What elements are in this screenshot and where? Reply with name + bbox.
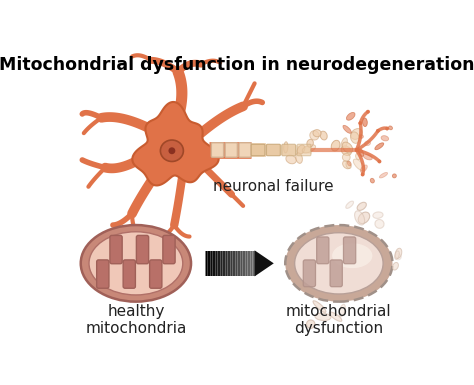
Ellipse shape bbox=[320, 131, 327, 140]
Ellipse shape bbox=[329, 312, 342, 321]
Ellipse shape bbox=[295, 233, 383, 294]
Ellipse shape bbox=[297, 145, 305, 154]
Ellipse shape bbox=[381, 136, 389, 141]
Text: Mitochondrial dysfunction in neurodegeneration: Mitochondrial dysfunction in neurodegene… bbox=[0, 56, 474, 74]
Ellipse shape bbox=[339, 304, 346, 317]
Ellipse shape bbox=[341, 138, 347, 150]
Ellipse shape bbox=[395, 254, 401, 260]
Ellipse shape bbox=[302, 145, 316, 153]
Ellipse shape bbox=[307, 139, 313, 147]
Ellipse shape bbox=[331, 140, 340, 151]
Text: mitochondrial
dysfunction: mitochondrial dysfunction bbox=[286, 304, 392, 336]
Ellipse shape bbox=[342, 153, 350, 161]
Text: neuronal failure: neuronal failure bbox=[213, 179, 334, 194]
FancyBboxPatch shape bbox=[344, 237, 356, 264]
Ellipse shape bbox=[358, 149, 364, 156]
Text: healthy
mitochondria: healthy mitochondria bbox=[85, 304, 187, 336]
Ellipse shape bbox=[315, 313, 331, 321]
Ellipse shape bbox=[351, 129, 363, 139]
Ellipse shape bbox=[346, 161, 351, 169]
Ellipse shape bbox=[375, 219, 384, 228]
Ellipse shape bbox=[363, 118, 367, 127]
FancyBboxPatch shape bbox=[137, 235, 149, 264]
Ellipse shape bbox=[360, 165, 367, 172]
Ellipse shape bbox=[379, 172, 388, 178]
FancyBboxPatch shape bbox=[330, 260, 342, 287]
Ellipse shape bbox=[370, 178, 374, 183]
Ellipse shape bbox=[376, 129, 380, 133]
Ellipse shape bbox=[332, 243, 373, 268]
Ellipse shape bbox=[285, 225, 392, 302]
Ellipse shape bbox=[364, 154, 372, 160]
Ellipse shape bbox=[353, 159, 365, 171]
Ellipse shape bbox=[296, 153, 302, 163]
Ellipse shape bbox=[342, 142, 353, 153]
Ellipse shape bbox=[350, 132, 359, 143]
Ellipse shape bbox=[284, 142, 288, 153]
FancyBboxPatch shape bbox=[211, 143, 224, 157]
Ellipse shape bbox=[358, 212, 370, 224]
Ellipse shape bbox=[313, 301, 326, 312]
FancyBboxPatch shape bbox=[303, 260, 316, 287]
Ellipse shape bbox=[343, 161, 351, 169]
Ellipse shape bbox=[286, 155, 296, 164]
Ellipse shape bbox=[347, 161, 351, 166]
Ellipse shape bbox=[373, 212, 383, 218]
FancyBboxPatch shape bbox=[297, 144, 311, 156]
FancyBboxPatch shape bbox=[266, 144, 280, 156]
Ellipse shape bbox=[395, 248, 402, 258]
FancyBboxPatch shape bbox=[110, 235, 122, 264]
Ellipse shape bbox=[358, 121, 362, 125]
Ellipse shape bbox=[89, 232, 183, 295]
Ellipse shape bbox=[389, 126, 392, 130]
Ellipse shape bbox=[341, 146, 351, 156]
Ellipse shape bbox=[160, 140, 183, 161]
Ellipse shape bbox=[81, 225, 191, 302]
Ellipse shape bbox=[346, 112, 355, 120]
FancyBboxPatch shape bbox=[123, 260, 136, 288]
Polygon shape bbox=[255, 250, 274, 276]
Ellipse shape bbox=[385, 127, 389, 131]
Ellipse shape bbox=[365, 141, 371, 146]
Ellipse shape bbox=[378, 159, 382, 163]
FancyBboxPatch shape bbox=[317, 237, 329, 264]
FancyBboxPatch shape bbox=[282, 144, 296, 156]
Ellipse shape bbox=[331, 239, 379, 268]
Ellipse shape bbox=[366, 110, 370, 114]
Ellipse shape bbox=[361, 172, 365, 176]
FancyBboxPatch shape bbox=[251, 144, 265, 156]
FancyBboxPatch shape bbox=[97, 260, 109, 288]
Ellipse shape bbox=[357, 202, 366, 210]
Ellipse shape bbox=[392, 263, 399, 270]
Ellipse shape bbox=[359, 135, 364, 138]
Ellipse shape bbox=[346, 201, 354, 208]
Ellipse shape bbox=[395, 251, 399, 259]
Ellipse shape bbox=[307, 320, 315, 328]
FancyBboxPatch shape bbox=[163, 235, 175, 264]
Ellipse shape bbox=[168, 147, 175, 154]
Ellipse shape bbox=[375, 143, 384, 150]
Ellipse shape bbox=[356, 153, 361, 159]
Ellipse shape bbox=[355, 211, 365, 225]
Ellipse shape bbox=[343, 126, 351, 133]
FancyBboxPatch shape bbox=[239, 143, 251, 157]
FancyBboxPatch shape bbox=[150, 260, 162, 288]
Polygon shape bbox=[132, 102, 219, 186]
Ellipse shape bbox=[392, 174, 396, 178]
Ellipse shape bbox=[313, 130, 321, 137]
Ellipse shape bbox=[310, 131, 319, 140]
FancyBboxPatch shape bbox=[225, 143, 237, 157]
